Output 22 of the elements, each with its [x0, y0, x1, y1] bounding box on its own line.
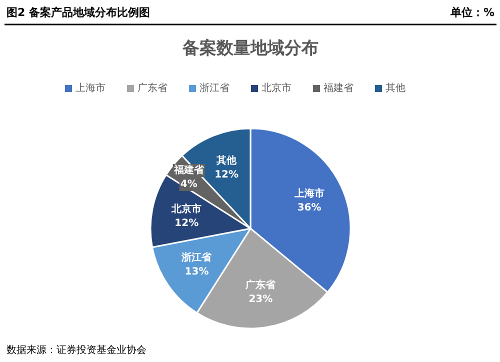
data-label: 4% — [180, 179, 198, 190]
data-label: 12% — [174, 218, 199, 229]
slice-label: 福建省 — [172, 164, 205, 176]
legend-label: 广东省 — [138, 82, 168, 94]
data-label: 13% — [184, 266, 209, 278]
data-label: 23% — [248, 294, 273, 306]
legend-label: 浙江省 — [200, 82, 230, 94]
slice-label: 上海市 — [293, 187, 324, 200]
chart-title: 图2 备案产品地域分布比例图 — [6, 6, 150, 19]
source-note: 数据来源：证券投资基金业协会 — [6, 344, 146, 356]
slice-label: 广东省 — [244, 279, 277, 292]
data-label: 36% — [297, 202, 322, 214]
legend-label: 上海市 — [76, 82, 106, 94]
text: 单位：% — [449, 6, 495, 19]
slice-label: 北京市 — [170, 202, 202, 215]
chart-subtitle: 备案数量地域分布 — [182, 38, 318, 58]
legend-label: 北京市 — [262, 82, 292, 94]
slice-label: 其他 — [216, 154, 238, 167]
legend-label: 其他 — [386, 82, 406, 94]
legend-label: 福建省 — [324, 82, 354, 94]
slice-label: 浙江省 — [180, 252, 213, 264]
data-label: 12% — [214, 170, 239, 181]
